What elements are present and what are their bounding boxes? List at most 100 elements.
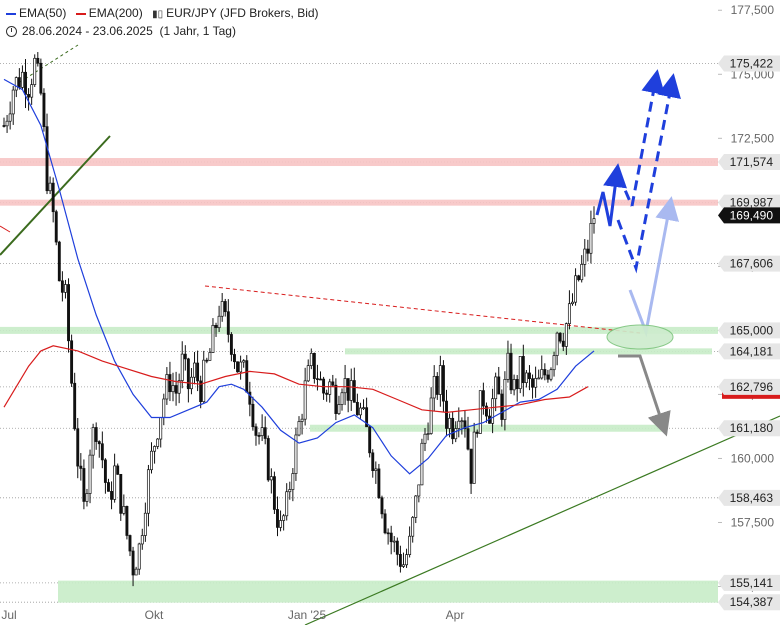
candle-body (171, 385, 175, 393)
y-tick-label: 160,000 (731, 451, 775, 465)
price-level-label: 171,574 (718, 154, 780, 171)
period-label: (1 Jahr, 1 Tag) (159, 24, 236, 38)
candle-body (180, 353, 184, 381)
candle-body (39, 62, 43, 94)
candle-body (417, 484, 421, 497)
candle-body (429, 397, 433, 434)
candle-body (297, 421, 301, 436)
candle-body (226, 311, 230, 335)
candle-body (251, 403, 255, 428)
candle-body (14, 77, 18, 91)
candle-body (540, 369, 544, 379)
candle-body (438, 365, 442, 395)
candle-body (27, 94, 31, 98)
candle-body (543, 369, 547, 376)
candle-body (325, 392, 329, 395)
candle-body (309, 352, 313, 367)
long-uptrend-line (304, 415, 780, 625)
level-tag-text: 175,422 (730, 56, 774, 70)
candle-body (362, 407, 365, 409)
level-tag-text: 161,180 (730, 421, 774, 435)
candle-body (214, 324, 218, 329)
bull-dash-arrow-2 (616, 73, 681, 274)
candle-body (2, 125, 6, 127)
ema50-line (3, 78, 595, 475)
candle-body (279, 520, 283, 528)
level-tag-bg (718, 194, 780, 211)
candle-body (150, 450, 153, 471)
candle-body (42, 92, 46, 128)
level-tag-bg (718, 378, 780, 395)
candle-body (435, 375, 439, 395)
price-level-label: 155,141 (718, 574, 780, 591)
candle-body (567, 303, 571, 324)
candle-body (82, 468, 86, 502)
legend-row-indicators: EMA(50) EMA(200) ▮▯ EUR/JPY (JFD Brokers,… (6, 5, 325, 23)
price-level-label: 164,181 (718, 343, 780, 360)
candle-body (512, 379, 516, 391)
candle-body (257, 435, 261, 437)
candle-body (343, 378, 347, 394)
candle-body (202, 359, 206, 403)
price-level-label: 162,796 (718, 378, 780, 399)
candle-body (580, 264, 584, 281)
candle-body (276, 509, 279, 528)
level-tag-bg (718, 343, 780, 360)
candle-body (592, 218, 596, 224)
candle-body (36, 57, 40, 64)
candle-body (472, 431, 476, 484)
ema200-label: EMA(200) (88, 6, 143, 20)
candle-body (312, 352, 316, 379)
candle-body (383, 513, 387, 534)
candle-body (448, 417, 452, 429)
candle-body (146, 469, 150, 514)
zone-layer (0, 158, 718, 603)
candle-body (408, 535, 412, 555)
candle-body (183, 353, 187, 360)
level-tag-text: 154,387 (730, 595, 774, 609)
candle-body (506, 352, 510, 380)
candle-body (199, 380, 203, 403)
candle-body (45, 126, 49, 192)
candle-body (131, 550, 135, 576)
candle-body (193, 362, 196, 378)
candle-body (518, 356, 522, 390)
candle-layer (2, 52, 596, 587)
candle-body (441, 365, 445, 402)
candle-body (334, 384, 338, 414)
candle-body (398, 554, 402, 567)
uptrend-line (0, 135, 111, 256)
x-tick-label: Okt (145, 608, 164, 622)
candle-body (355, 401, 359, 416)
candle-body (134, 568, 138, 576)
current-price-text: 169,490 (730, 208, 774, 222)
level-tag-text: 162,796 (730, 380, 774, 394)
candle-body (445, 400, 448, 429)
candle-body (17, 77, 21, 88)
level-label-layer: 175,422 171,574 169,987 167,606 165,000 164,1… (718, 55, 780, 611)
level-tag-text: 171,574 (730, 155, 774, 169)
candle-body (331, 381, 335, 386)
price-level-label: 169,987 (718, 194, 780, 211)
clock-icon (6, 25, 17, 37)
y-tick-label: 177,500 (731, 3, 775, 17)
candle-body (217, 315, 221, 329)
candle-body (460, 420, 464, 423)
candle-body (586, 248, 590, 254)
candle-body (374, 468, 378, 471)
y-tick-label: 172,500 (731, 131, 775, 145)
candle-body (239, 361, 243, 373)
level-tag-bg (718, 489, 780, 506)
candle-body (110, 491, 114, 500)
candle-body (5, 120, 9, 127)
candle-body (153, 446, 157, 452)
candle-body (546, 374, 550, 380)
candle-body (174, 385, 178, 394)
candle-body (337, 404, 341, 414)
trendline-layer (0, 44, 780, 625)
target-ellipse (606, 324, 674, 350)
candle-body (119, 473, 123, 514)
candle-body (386, 532, 390, 535)
candle-body (589, 223, 593, 254)
candle-body (11, 89, 15, 115)
